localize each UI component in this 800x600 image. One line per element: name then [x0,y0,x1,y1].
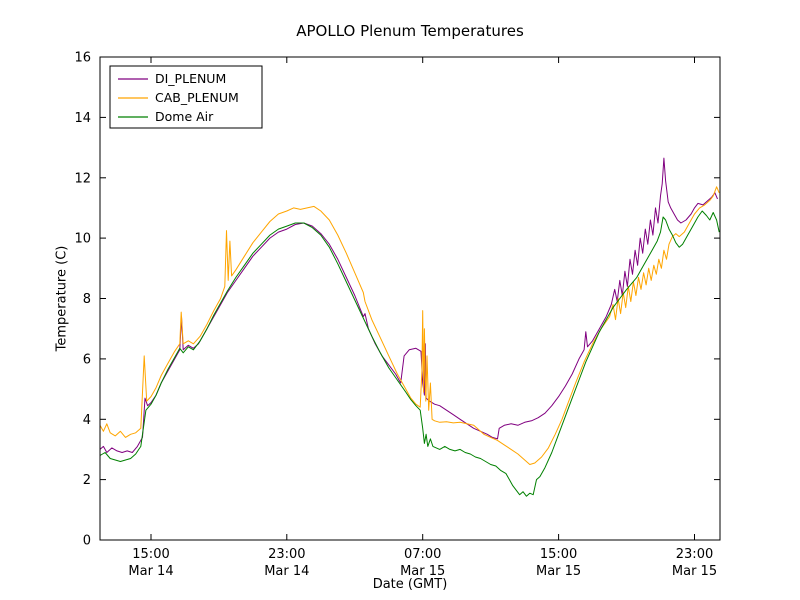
x-tick-time-label: 23:00 [676,547,713,562]
y-tick-label: 12 [74,171,91,186]
x-tick-date-label: Mar 15 [672,564,717,579]
series-line-dome-air [99,210,720,497]
y-tick-label: 0 [83,534,91,549]
y-axis-label: Temperature (C) [54,245,70,352]
x-axis-label: Date (GMT) [372,577,448,592]
legend: DI_PLENUM CAB_PLENUM Dome Air [109,65,263,129]
y-tick-label: 10 [74,232,91,247]
y-tick-label: 8 [83,292,91,307]
y-tick-label: 6 [83,352,91,367]
y-tick-label: 14 [74,111,91,126]
x-tick-time-label: 15:00 [540,547,577,562]
x-tick-date-label: Mar 14 [264,564,309,579]
legend-entry-label: Dome Air [155,109,214,124]
x-tick-date-label: Mar 15 [536,564,581,579]
y-tick-label: 2 [83,473,91,488]
legend-entry-label: CAB_PLENUM [155,90,239,105]
x-tick-time-label: 23:00 [268,547,305,562]
legend-entry-label: DI_PLENUM [155,71,226,86]
series-line-cab-plenum [99,186,720,465]
x-tick-date-label: Mar 14 [128,564,173,579]
x-tick-time-label: 15:00 [132,547,169,562]
x-tick-time-label: 07:00 [404,547,441,562]
chart-title: APOLLO Plenum Temperatures [296,22,524,40]
y-tick-label: 4 [83,413,91,428]
series-line-di-plenum [99,157,718,453]
y-tick-label: 16 [74,51,91,66]
x-tick-date-label: Mar 15 [400,564,445,579]
legend-box [109,65,263,129]
